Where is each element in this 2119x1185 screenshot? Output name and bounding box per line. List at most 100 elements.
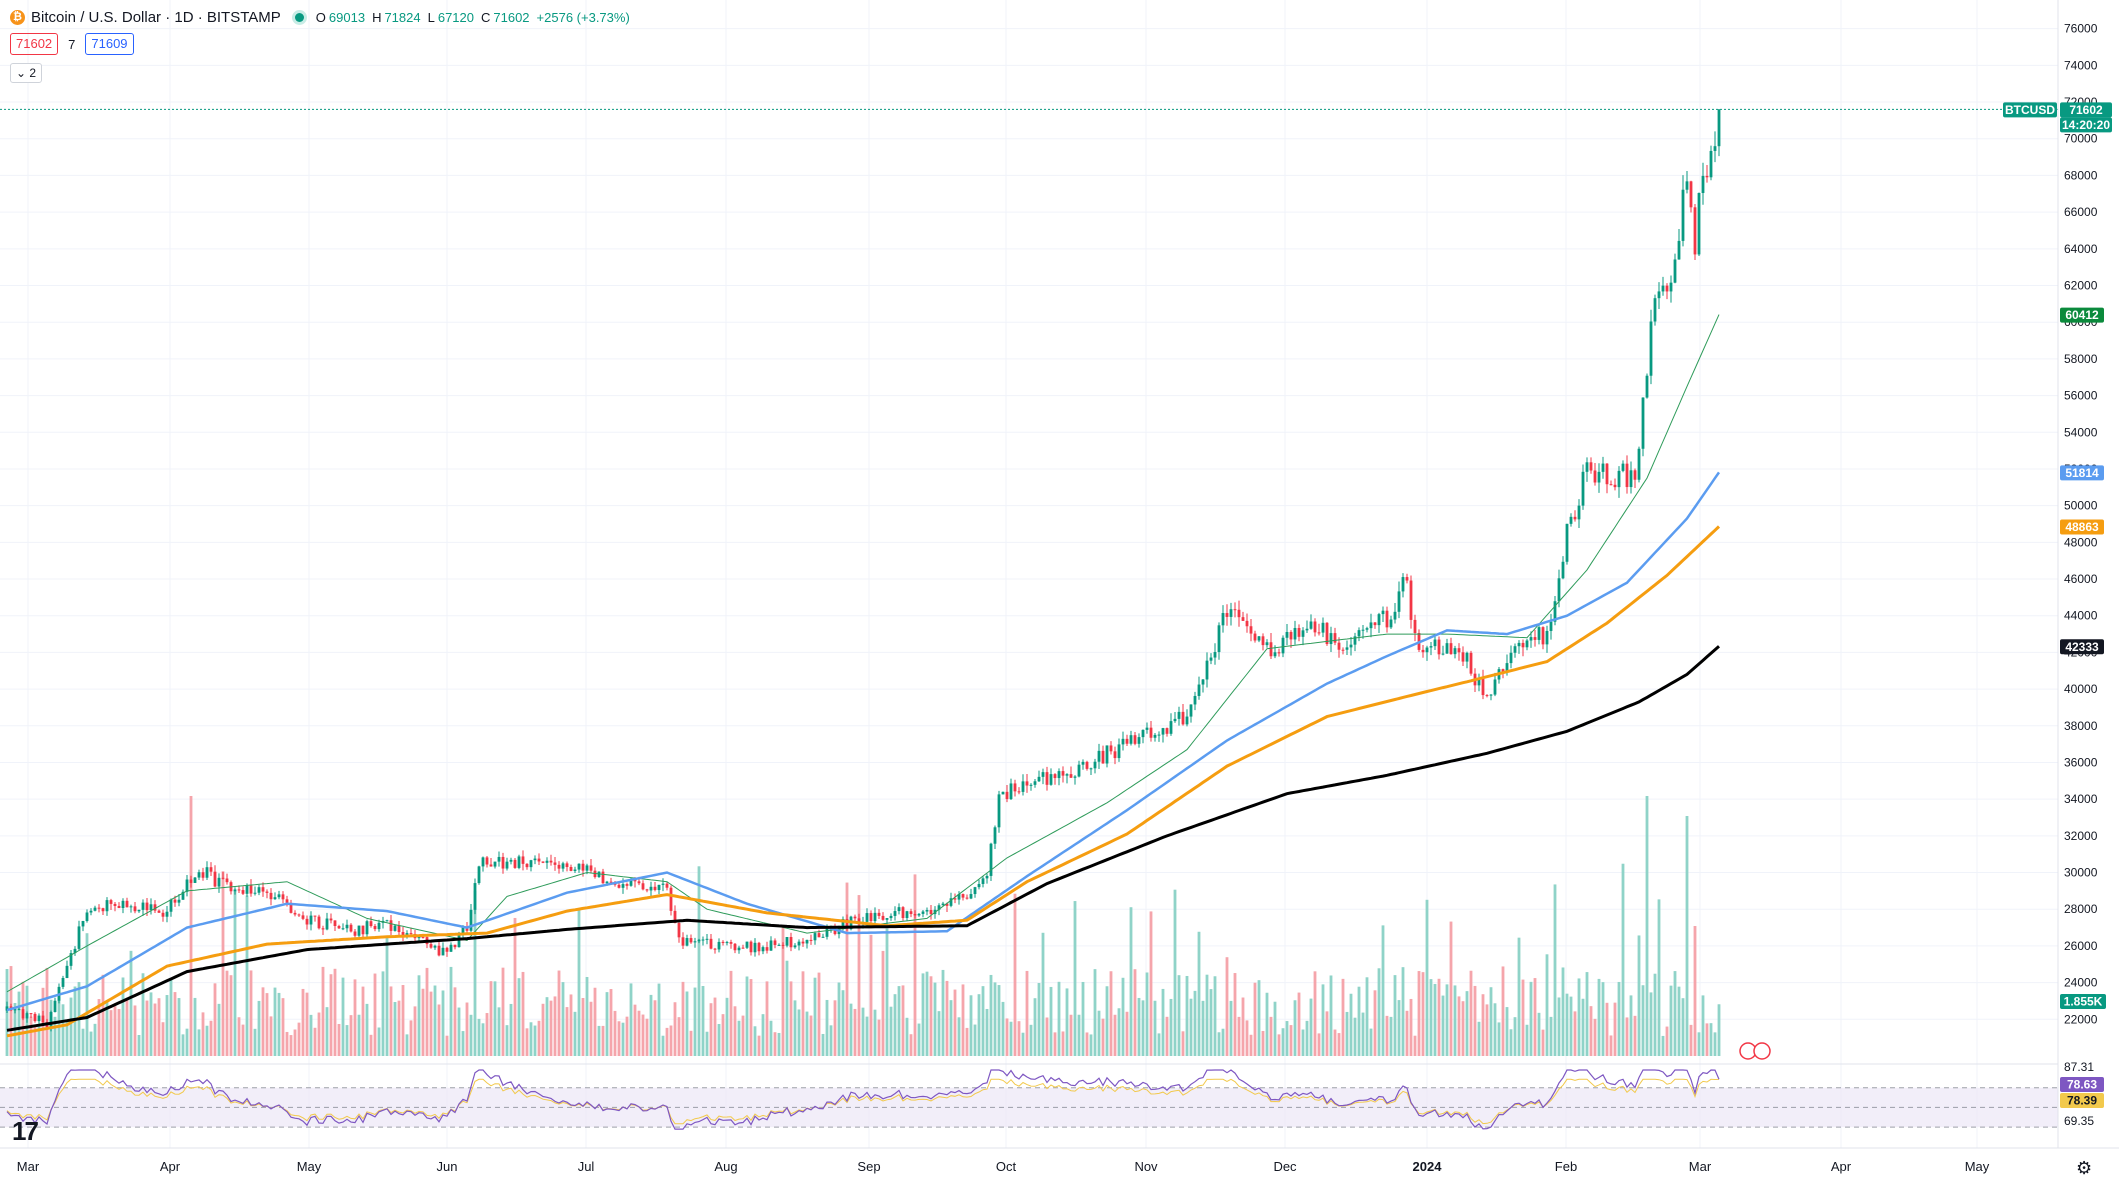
candle-body bbox=[93, 907, 97, 911]
candle-body bbox=[1057, 771, 1061, 779]
volume-bar bbox=[165, 995, 169, 1056]
candle-body bbox=[1237, 609, 1241, 618]
ma-value-label: 48863 bbox=[2065, 520, 2099, 534]
candle-body bbox=[169, 899, 173, 912]
volume-bar bbox=[277, 992, 281, 1056]
volume-bar bbox=[241, 1024, 245, 1056]
volume-bar bbox=[713, 997, 717, 1056]
candle-body bbox=[685, 938, 689, 946]
candle-body bbox=[389, 920, 393, 931]
candle-body bbox=[533, 858, 537, 861]
candle-body bbox=[1269, 642, 1273, 657]
candle-body bbox=[1013, 783, 1017, 792]
candle-body bbox=[1641, 397, 1645, 449]
candle-body bbox=[1657, 291, 1661, 299]
x-tick-label: Sep bbox=[857, 1159, 880, 1174]
candle-body bbox=[621, 884, 625, 888]
candle-body bbox=[645, 889, 649, 891]
volume-bar bbox=[609, 989, 613, 1056]
price-axis bbox=[2058, 0, 2119, 1148]
symbol-title[interactable]: Bitcoin / U.S. Dollar · 1D · BITSTAMP bbox=[31, 8, 281, 26]
y-tick-label: 62000 bbox=[2064, 279, 2098, 293]
candle-body bbox=[193, 877, 197, 883]
volume-bar bbox=[1505, 1007, 1509, 1056]
low-value: 67120 bbox=[437, 9, 474, 25]
volume-bar bbox=[497, 1007, 501, 1056]
candle-body bbox=[1661, 285, 1665, 292]
gear-icon[interactable]: ⚙ bbox=[2076, 1158, 2093, 1178]
volume-bar bbox=[1669, 985, 1673, 1056]
candle-body bbox=[553, 862, 557, 865]
volume-bar bbox=[645, 1018, 649, 1056]
candle-body bbox=[353, 931, 357, 936]
volume-bar bbox=[1073, 901, 1077, 1056]
volume-bar bbox=[1581, 998, 1585, 1056]
candle-body bbox=[1581, 471, 1585, 506]
candle-body bbox=[361, 925, 365, 935]
volume-bar bbox=[1309, 998, 1313, 1056]
volume-bar bbox=[617, 1021, 621, 1056]
candle-body bbox=[113, 903, 117, 906]
volume-bar bbox=[845, 882, 849, 1056]
candle-body bbox=[825, 928, 829, 937]
volume-bar bbox=[1001, 1001, 1005, 1056]
volume-bar bbox=[1461, 1001, 1465, 1056]
candle-body bbox=[945, 903, 949, 906]
candle-body bbox=[605, 881, 609, 884]
candle-body bbox=[185, 879, 189, 892]
candle-body bbox=[893, 911, 897, 916]
candle-body bbox=[1505, 663, 1509, 672]
volume-bar bbox=[329, 974, 333, 1056]
volume-bar bbox=[205, 1025, 209, 1056]
candle-body bbox=[1337, 642, 1341, 650]
volume-bar bbox=[873, 1009, 877, 1056]
volume-bar bbox=[801, 971, 805, 1056]
candle-body bbox=[1177, 711, 1181, 719]
candle-body bbox=[25, 1013, 29, 1019]
tradingview-logo[interactable]: 17 bbox=[12, 1116, 39, 1146]
volume-bar bbox=[1053, 1032, 1057, 1056]
candle-body bbox=[1577, 505, 1581, 520]
candle-body bbox=[1197, 684, 1201, 696]
volume-bar bbox=[125, 999, 129, 1056]
volume-bar bbox=[1537, 1012, 1541, 1056]
volume-bar bbox=[373, 973, 377, 1056]
volume-bar bbox=[1341, 978, 1345, 1056]
volume-bar bbox=[1089, 1034, 1093, 1056]
volume-bar bbox=[905, 1017, 909, 1056]
volume-bar bbox=[1305, 1020, 1309, 1056]
volume-bar bbox=[901, 985, 905, 1056]
indicators-toggle-button[interactable]: ⌄ 2 bbox=[10, 63, 43, 83]
candle-body bbox=[1053, 774, 1057, 779]
volume-bar bbox=[673, 1002, 677, 1056]
volume-bar bbox=[1397, 1000, 1401, 1056]
candle-body bbox=[1625, 463, 1629, 488]
candle-body bbox=[1317, 632, 1321, 634]
volume-bar bbox=[29, 1016, 33, 1056]
volume-bar bbox=[1029, 1024, 1033, 1056]
candle-body bbox=[765, 947, 769, 951]
candle-body bbox=[1189, 704, 1193, 717]
candle-body bbox=[1069, 774, 1073, 778]
candle-body bbox=[337, 925, 341, 929]
candle-body bbox=[141, 902, 145, 910]
volume-bar bbox=[549, 1000, 553, 1056]
candle-body bbox=[693, 941, 697, 943]
candle-body bbox=[17, 1009, 21, 1011]
volume-bar bbox=[481, 1023, 485, 1056]
candle-body bbox=[1117, 744, 1121, 759]
candle-body bbox=[345, 924, 349, 929]
volume-bar bbox=[1181, 1031, 1185, 1056]
volume-bar bbox=[1109, 971, 1113, 1056]
candle-body bbox=[1349, 644, 1353, 648]
volume-bar bbox=[977, 994, 981, 1056]
candle-body bbox=[441, 947, 445, 956]
candle-body bbox=[1345, 647, 1349, 650]
sell-price-button[interactable]: 71602 bbox=[10, 33, 59, 55]
candle-body bbox=[1105, 745, 1109, 764]
buy-price-button[interactable]: 71609 bbox=[85, 33, 134, 55]
candle-body bbox=[1121, 738, 1125, 745]
volume-bar bbox=[229, 975, 233, 1056]
candle-body bbox=[265, 891, 269, 893]
